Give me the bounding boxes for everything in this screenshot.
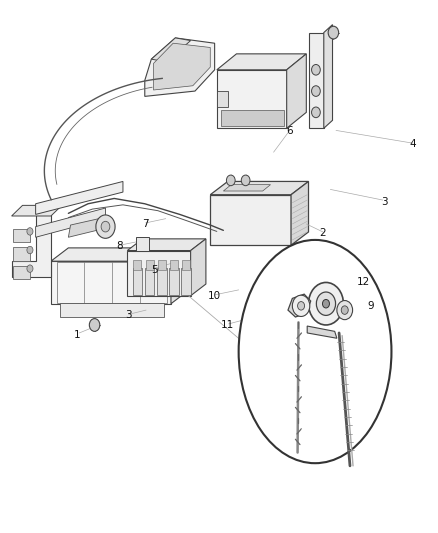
Polygon shape <box>191 239 206 296</box>
Bar <box>13 247 29 261</box>
Polygon shape <box>291 181 308 245</box>
Text: 7: 7 <box>142 219 149 229</box>
Text: 6: 6 <box>286 126 293 136</box>
Text: 9: 9 <box>367 301 374 311</box>
Bar <box>157 268 166 295</box>
Polygon shape <box>151 38 191 62</box>
Polygon shape <box>127 251 191 296</box>
Text: 12: 12 <box>357 278 370 287</box>
Polygon shape <box>60 303 164 317</box>
Polygon shape <box>287 54 306 128</box>
Bar <box>13 229 29 242</box>
Circle shape <box>226 175 235 185</box>
Polygon shape <box>288 294 311 317</box>
Circle shape <box>322 300 329 308</box>
Bar <box>145 268 154 295</box>
Circle shape <box>96 215 115 238</box>
Bar <box>169 268 179 295</box>
Bar <box>182 260 190 270</box>
Text: 3: 3 <box>381 197 387 207</box>
Polygon shape <box>307 326 337 338</box>
Bar <box>158 260 166 270</box>
Polygon shape <box>12 205 62 216</box>
Bar <box>13 266 29 279</box>
Circle shape <box>328 26 339 39</box>
Polygon shape <box>51 248 188 261</box>
Circle shape <box>337 301 353 320</box>
Bar <box>170 260 178 270</box>
Text: 2: 2 <box>320 228 326 238</box>
Circle shape <box>341 306 348 314</box>
Polygon shape <box>221 110 284 126</box>
Polygon shape <box>145 38 215 96</box>
Polygon shape <box>217 54 306 70</box>
Circle shape <box>316 292 336 316</box>
Circle shape <box>27 228 33 235</box>
Polygon shape <box>153 43 210 90</box>
Text: 5: 5 <box>152 265 158 274</box>
Polygon shape <box>223 184 271 191</box>
Circle shape <box>311 107 320 118</box>
Polygon shape <box>210 181 308 195</box>
Polygon shape <box>324 25 332 128</box>
Text: 11: 11 <box>221 320 234 330</box>
Ellipse shape <box>239 240 392 463</box>
Circle shape <box>241 175 250 185</box>
Polygon shape <box>35 181 123 214</box>
Circle shape <box>308 282 343 325</box>
Circle shape <box>311 86 320 96</box>
Circle shape <box>292 295 310 317</box>
Polygon shape <box>35 208 106 237</box>
Polygon shape <box>217 70 287 128</box>
Text: 8: 8 <box>116 241 123 251</box>
Polygon shape <box>217 91 228 107</box>
Polygon shape <box>51 261 171 304</box>
Text: 1: 1 <box>74 329 81 340</box>
Bar <box>181 268 191 295</box>
Circle shape <box>311 64 320 75</box>
Polygon shape <box>136 237 149 251</box>
Circle shape <box>101 221 110 232</box>
Bar <box>133 268 142 295</box>
Circle shape <box>297 302 304 310</box>
Circle shape <box>27 246 33 254</box>
Polygon shape <box>68 219 99 237</box>
Polygon shape <box>210 195 291 245</box>
Text: 3: 3 <box>125 310 132 320</box>
Text: 4: 4 <box>410 139 416 149</box>
Bar <box>146 260 153 270</box>
Circle shape <box>27 265 33 272</box>
Polygon shape <box>12 213 51 277</box>
Text: 10: 10 <box>208 290 221 301</box>
Bar <box>134 260 141 270</box>
Polygon shape <box>308 33 324 128</box>
Polygon shape <box>127 239 206 251</box>
Circle shape <box>89 319 100 332</box>
Polygon shape <box>171 248 188 304</box>
